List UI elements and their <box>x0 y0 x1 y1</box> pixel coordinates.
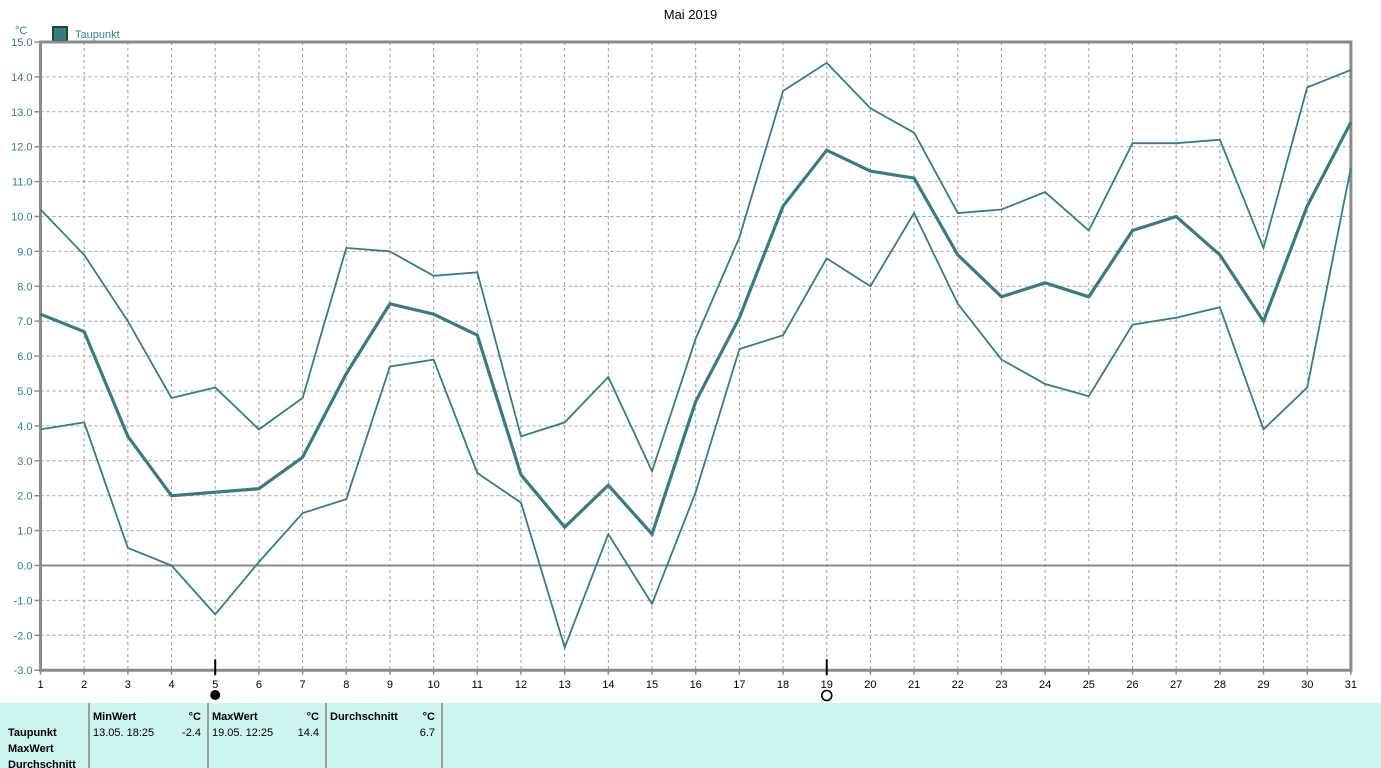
chart-title: Mai 2019 <box>663 7 718 22</box>
x-tick-label: 10 <box>427 679 439 691</box>
x-tick-label: 26 <box>1126 679 1138 691</box>
x-tick-label: 9 <box>387 679 393 691</box>
y-tick-label: -3.0 <box>14 665 33 677</box>
y-tick-label: -1.0 <box>14 595 33 607</box>
new-moon-icon <box>210 690 221 700</box>
table-divider <box>441 703 443 768</box>
row-label-maxwert: MaxWert <box>8 743 54 755</box>
y-tick-label: 11.0 <box>12 177 33 189</box>
x-tick-label: 31 <box>1345 679 1357 691</box>
x-tick-label: 21 <box>908 679 920 691</box>
minwert-time: 13.05. 18:25 <box>93 727 155 739</box>
series-line-middle <box>39 121 1353 538</box>
x-tick-label: 8 <box>343 679 349 691</box>
x-tick-label: 25 <box>1083 679 1095 691</box>
x-tick-label: 14 <box>602 679 614 691</box>
dewpoint-line-chart: 15.014.013.012.011.010.09.08.07.06.05.04… <box>11 37 1357 702</box>
minwert-value: -2.4 <box>182 727 201 739</box>
x-tick-label: 18 <box>777 679 789 691</box>
col-unit-durchschnitt: °C <box>422 711 435 723</box>
x-tick-label: 29 <box>1257 679 1269 691</box>
y-tick-label: 5.0 <box>17 386 32 398</box>
series-line-lower <box>40 167 1352 651</box>
y-tick-label: -2.0 <box>14 630 33 642</box>
table-divider <box>88 703 90 768</box>
legend-label: Taupunkt <box>75 28 120 41</box>
x-tick-label: 2 <box>81 679 87 691</box>
x-tick-label: 23 <box>995 679 1007 691</box>
y-tick-label: 6.0 <box>17 351 32 363</box>
durchschnitt-value: 6.7 <box>419 727 435 739</box>
x-tick-label: 28 <box>1214 679 1226 691</box>
x-tick-label: 19 <box>821 679 833 691</box>
y-tick-label: 15.0 <box>11 37 32 49</box>
x-tick-label: 6 <box>256 679 262 691</box>
y-tick-label: 1.0 <box>17 526 32 538</box>
x-tick-label: 1 <box>37 679 43 691</box>
y-tick-label: 10.0 <box>11 212 32 224</box>
col-header-minwert: MinWert <box>93 711 137 723</box>
col-unit-maxwert: °C <box>306 711 319 723</box>
x-tick-label: 27 <box>1170 679 1182 691</box>
y-tick-label: 4.0 <box>17 421 32 433</box>
row-label-durchschnitt: Durchschnitt <box>8 759 76 768</box>
y-tick-label: 12.0 <box>11 142 32 154</box>
y-tick-label: 9.0 <box>17 246 32 258</box>
maxwert-value: 14.4 <box>297 727 319 739</box>
y-tick-label: 14.0 <box>11 72 32 84</box>
full-moon-icon <box>820 689 833 702</box>
x-tick-label: 3 <box>125 679 131 691</box>
x-tick-label: 22 <box>952 679 964 691</box>
table-divider <box>207 703 209 768</box>
x-tick-label: 5 <box>212 679 218 691</box>
x-tick-label: 11 <box>472 679 483 691</box>
x-tick-label: 7 <box>300 679 306 691</box>
x-tick-label: 12 <box>515 679 527 691</box>
stats-table: Taupunkt MaxWert Durchschnitt MinWert °C… <box>0 703 1381 768</box>
y-tick-label: 13.0 <box>11 107 32 119</box>
table-divider <box>325 703 327 768</box>
x-tick-label: 4 <box>168 679 174 691</box>
col-unit-minwert: °C <box>188 711 201 723</box>
col-header-durchschnitt: Durchschnitt <box>330 711 398 723</box>
y-axis-unit-label: °C <box>15 25 28 37</box>
x-tick-label: 16 <box>690 679 702 691</box>
col-header-maxwert: MaxWert <box>212 711 258 723</box>
row-label-taupunkt: Taupunkt <box>8 727 57 739</box>
y-tick-label: 8.0 <box>17 281 32 293</box>
maxwert-time: 19.05. 12:25 <box>212 727 274 739</box>
x-tick-label: 17 <box>733 679 745 691</box>
x-tick-label: 15 <box>646 679 658 691</box>
y-tick-label: 2.0 <box>17 491 32 503</box>
y-tick-label: 7.0 <box>17 316 32 328</box>
series-line-upper <box>39 61 1352 474</box>
x-tick-label: 20 <box>864 679 876 691</box>
y-tick-label: 3.0 <box>17 456 32 468</box>
x-tick-label: 30 <box>1301 679 1313 691</box>
x-tick-label: 13 <box>559 679 571 691</box>
x-tick-label: 24 <box>1039 679 1051 691</box>
y-tick-label: 0.0 <box>17 561 32 573</box>
legend: Taupunkt <box>52 26 120 42</box>
